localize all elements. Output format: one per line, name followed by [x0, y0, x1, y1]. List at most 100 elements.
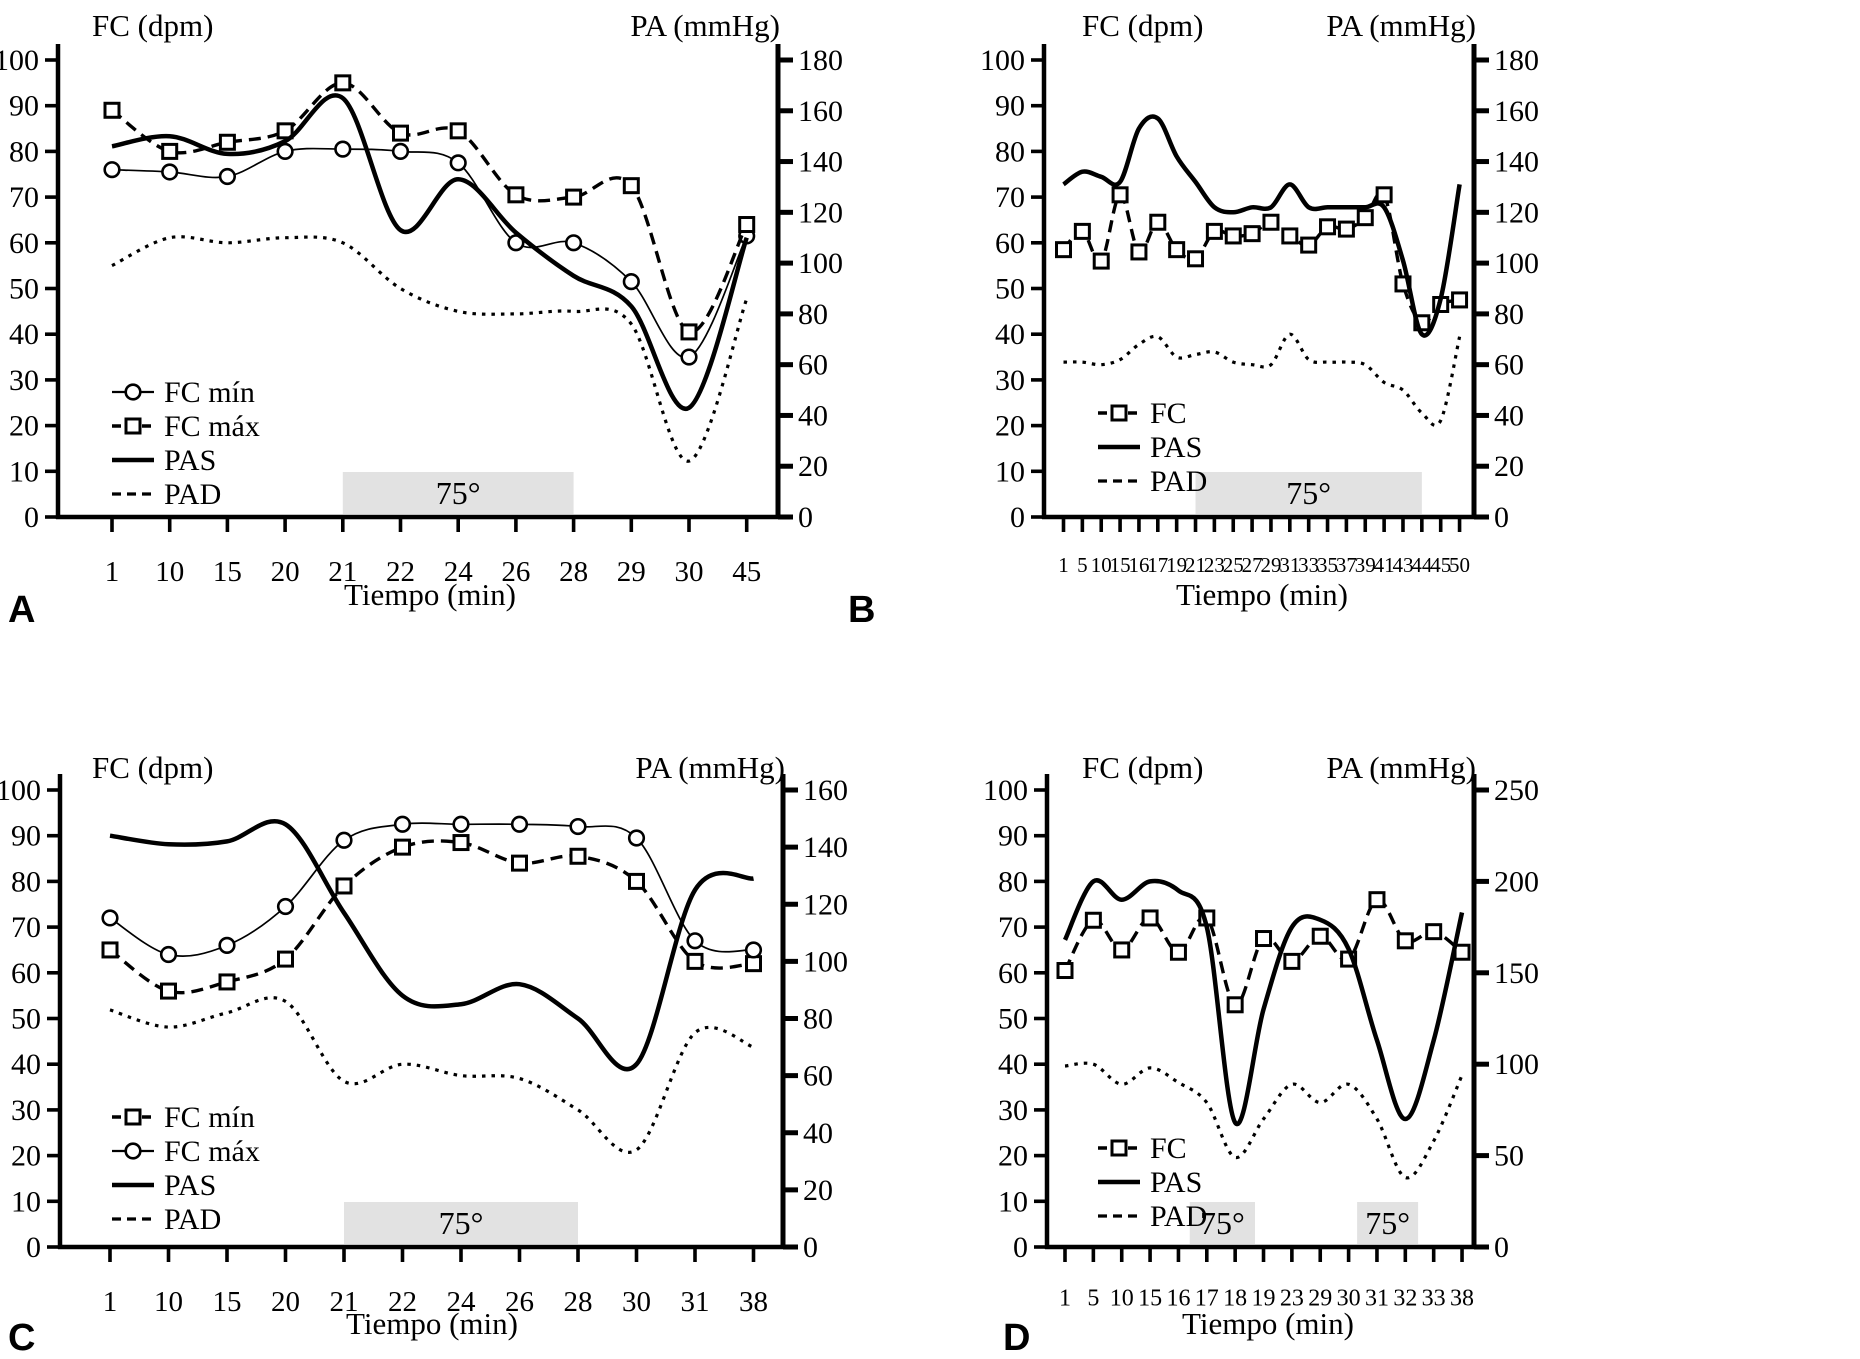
- x-axis-tick-label: 29: [617, 556, 646, 588]
- right-axis-tick-label: 20: [803, 1174, 833, 1207]
- right-axis-tick-label: 250: [1494, 774, 1539, 807]
- right-axis-tick-label: 80: [1494, 298, 1524, 331]
- x-axis-tick-label: 1: [103, 1286, 118, 1318]
- square-marker: [507, 186, 525, 204]
- square-marker: [101, 941, 119, 959]
- x-axis-tick-label: 1: [1059, 1285, 1071, 1311]
- square-marker: [680, 323, 698, 341]
- x-axis-tick-label: 33: [1422, 1285, 1446, 1311]
- x-axis-tick-label: 35: [1317, 553, 1338, 577]
- right-axis-tick-label: 80: [803, 1003, 833, 1036]
- series-line-pas: [111, 93, 749, 411]
- x-axis-tick-label: 1: [1058, 553, 1069, 577]
- left-axis-tick-label: 40: [11, 1048, 41, 1081]
- square-marker: [276, 122, 294, 140]
- square-marker: [277, 950, 294, 968]
- legend-label: FC máx: [164, 410, 260, 443]
- square-marker: [1110, 1139, 1128, 1157]
- legend-label: FC: [1150, 397, 1187, 430]
- circle-marker: [218, 936, 236, 954]
- right-axis-tick-label: 200: [1494, 865, 1539, 898]
- square-marker: [622, 177, 640, 195]
- circle-marker: [218, 167, 236, 186]
- x-axis-tick-label: 23: [1280, 1285, 1304, 1311]
- left-axis-tick-label: 10: [9, 455, 39, 488]
- legend-label: FC mín: [164, 376, 255, 409]
- x-axis-tick-label: 30: [675, 556, 704, 588]
- right-axis-tick-label: 20: [1494, 450, 1524, 483]
- x-axis-tick-label: 43: [1392, 553, 1413, 577]
- panel-C: [47, 774, 798, 1262]
- square-marker: [1073, 222, 1091, 240]
- legend-label: FC mín: [164, 1101, 255, 1134]
- left-axis-tick-label: 30: [11, 1094, 41, 1127]
- right-axis-tick-label: 0: [803, 1231, 818, 1264]
- circle-marker: [449, 154, 467, 172]
- left-axis-tick-label: 70: [9, 181, 39, 214]
- square-marker: [1168, 241, 1186, 259]
- square-marker: [1092, 252, 1110, 270]
- square-marker: [1169, 943, 1187, 961]
- square-marker: [738, 216, 756, 234]
- square-marker: [569, 847, 587, 865]
- left-axis-tick-label: 80: [995, 135, 1025, 168]
- x-axis-tick-label: 22: [388, 1286, 417, 1318]
- square-marker: [1368, 891, 1386, 909]
- right-axis-tick-label: 100: [803, 945, 848, 978]
- circle-marker: [276, 897, 295, 916]
- x-axis-tick-label: 22: [386, 556, 415, 588]
- square-marker: [1149, 213, 1167, 231]
- right-axis-tick-label: 140: [798, 146, 843, 179]
- right-axis-tick-label: 120: [1494, 196, 1539, 229]
- x-axis-tick-label: 31: [1279, 553, 1300, 577]
- x-axis-tick-label: 26: [505, 1286, 534, 1318]
- circle-marker: [103, 161, 121, 179]
- square-marker: [103, 101, 121, 119]
- left-axis-tick-label: 90: [995, 90, 1025, 123]
- series-line-fc-mín: [108, 839, 754, 995]
- x-axis-tick-label: 1: [105, 556, 120, 588]
- left-axis-tick-label: 40: [998, 1048, 1028, 1081]
- x-axis-tick-label: 10: [1091, 553, 1112, 577]
- circle-marker: [101, 909, 119, 927]
- square-marker: [394, 838, 411, 856]
- circle-marker: [161, 163, 179, 181]
- x-axis-title: Tiempo (min): [1182, 1306, 1354, 1341]
- square-marker: [1243, 225, 1261, 243]
- left-axis-title: FC (dpm): [1082, 8, 1203, 43]
- right-axis-tick-label: 120: [798, 196, 843, 229]
- legend-label: PAD: [1150, 465, 1207, 498]
- square-marker: [1311, 927, 1329, 945]
- left-axis-tick-label: 0: [1010, 501, 1025, 534]
- x-axis-tick-label: 24: [447, 1286, 477, 1318]
- right-axis-title: PA (mmHg): [630, 8, 780, 43]
- x-axis-tick-label: 45: [732, 556, 761, 588]
- right-axis-tick-label: 40: [803, 1117, 833, 1150]
- square-marker: [565, 188, 583, 206]
- circle-marker: [335, 831, 353, 849]
- panel-letter: B: [848, 589, 875, 631]
- square-marker: [1337, 220, 1355, 238]
- left-axis-tick-label: 80: [11, 865, 41, 898]
- left-axis-tick-label: 80: [998, 865, 1028, 898]
- series-line-pad: [1064, 1061, 1464, 1180]
- square-marker: [1226, 996, 1244, 1014]
- legend-label: PAS: [164, 1169, 216, 1202]
- right-axis-tick-label: 0: [1494, 501, 1509, 534]
- left-axis-tick-label: 70: [11, 911, 41, 944]
- circle-marker: [452, 815, 470, 833]
- x-axis-tick-label: 33: [1298, 553, 1319, 577]
- square-marker: [1356, 209, 1374, 227]
- right-axis-tick-label: 40: [1494, 399, 1524, 432]
- right-axis-tick-label: 40: [798, 399, 828, 432]
- tilt-band: [1357, 1202, 1419, 1244]
- square-marker: [335, 877, 353, 895]
- left-axis-tick-label: 0: [1013, 1231, 1028, 1264]
- circle-marker: [393, 815, 412, 833]
- right-axis-title: PA (mmHg): [1326, 750, 1476, 785]
- right-axis-tick-label: 100: [798, 247, 843, 280]
- square-marker: [1224, 227, 1242, 245]
- left-axis-tick-label: 100: [980, 44, 1025, 77]
